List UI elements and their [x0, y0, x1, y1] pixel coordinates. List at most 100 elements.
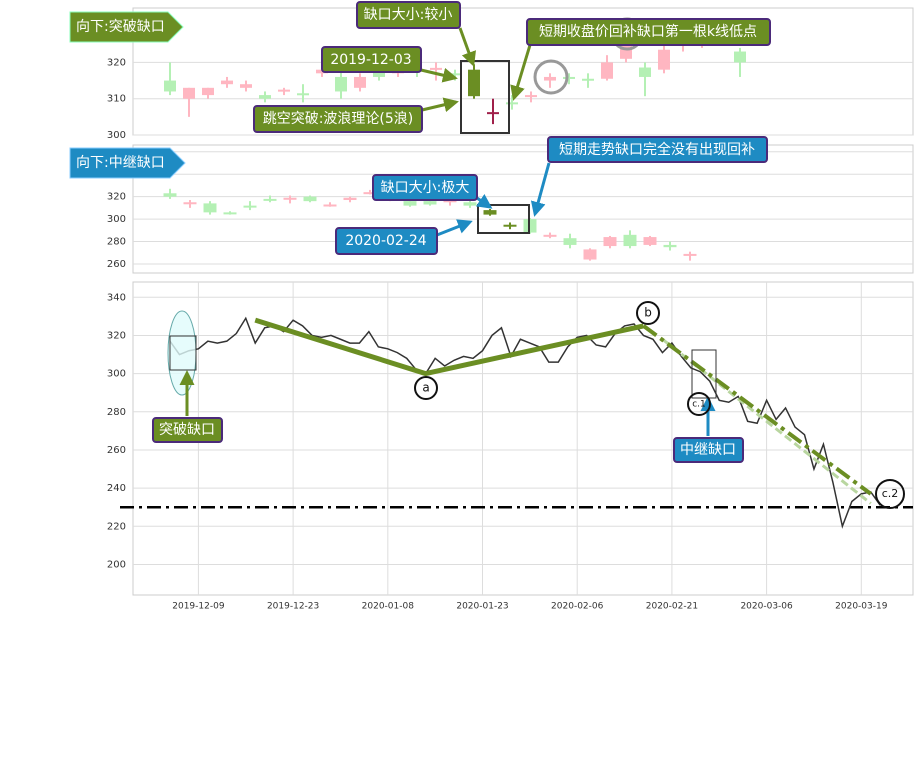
arrow	[458, 27, 476, 67]
x-tick-label: 2020-01-23	[456, 602, 508, 612]
point-circle	[687, 392, 711, 416]
y-tick-label: 200	[107, 559, 126, 570]
y-tick-label: 300	[107, 369, 126, 380]
candle-body	[506, 102, 518, 105]
gap-box	[477, 204, 530, 234]
y-tick-label: 310	[107, 94, 126, 105]
arrow	[420, 67, 458, 83]
annotation: 2020-02-24	[345, 233, 426, 249]
candle-body	[603, 237, 617, 247]
annotation: 短期收盘价回补缺口第一根k线低点	[539, 23, 757, 40]
label-box	[673, 437, 744, 463]
annotation: 中继缺口	[680, 442, 736, 458]
candle-body	[623, 234, 637, 247]
point-circle	[636, 301, 660, 325]
candle-body	[263, 198, 277, 201]
y-tick-label: 340	[107, 292, 126, 303]
label-box	[547, 136, 768, 163]
point-label: a	[422, 381, 429, 395]
x-tick-label: 2020-03-19	[835, 602, 888, 612]
price-line	[169, 316, 881, 529]
candle-body	[430, 67, 442, 70]
point-label: b	[644, 306, 652, 320]
trend-line	[254, 317, 645, 377]
annotation: 缺口大小:极大	[381, 180, 470, 196]
candle-body	[734, 51, 746, 63]
candle-body	[164, 80, 176, 92]
annotation: 2019-12-03	[330, 52, 411, 68]
panel-title: 向下:突破缺口	[76, 19, 165, 35]
candle-body	[487, 112, 499, 115]
x-tick-label: 2020-03-06	[740, 602, 793, 612]
candle-body	[203, 203, 217, 213]
point-label: c.1	[692, 400, 706, 410]
arrow	[436, 219, 473, 237]
candle-body	[183, 202, 197, 205]
x-tick-label: 2020-02-06	[551, 602, 604, 612]
trend-dash	[661, 338, 872, 505]
y-tick-label: 220	[107, 521, 126, 532]
candle-body	[363, 192, 377, 195]
panel-frame	[132, 144, 914, 274]
panel-title: 向下:中继缺口	[76, 155, 165, 171]
annotation: 缺口大小:较小	[364, 7, 453, 23]
candle-body	[240, 84, 252, 88]
candle-body	[335, 76, 347, 92]
y-tick-label: 320	[107, 330, 126, 341]
arrow	[421, 97, 459, 113]
candle-body	[343, 197, 357, 201]
candle-body	[259, 95, 271, 99]
candle-body	[243, 205, 257, 208]
trend-projection	[642, 324, 872, 496]
candle-body	[463, 202, 477, 206]
label-box	[335, 227, 438, 255]
candle-body	[443, 200, 457, 203]
arrow	[530, 162, 551, 217]
candle-body	[601, 62, 613, 79]
label-box	[253, 105, 423, 133]
label-box	[356, 1, 461, 29]
y-tick-label: 260	[107, 259, 126, 270]
y-tick-label: 260	[107, 445, 126, 456]
x-tick-label: 2019-12-09	[172, 602, 225, 612]
point-circle	[414, 376, 438, 400]
x-tick-label: 2020-01-08	[362, 602, 415, 612]
label-box	[526, 18, 771, 46]
annotations: 向下:突破缺口 缺口大小:较小 2019-12-03 短期收盘价回补缺口第一根k…	[69, 1, 905, 509]
candle-body	[278, 89, 290, 92]
y-tick-label: 280	[107, 237, 126, 248]
candle-body	[639, 67, 651, 77]
candle-body	[403, 201, 417, 206]
y-tick-label: 320	[107, 57, 126, 68]
y-tick-label: 240	[107, 483, 126, 494]
label-box	[372, 174, 478, 201]
candle-body	[543, 234, 557, 237]
highlight-ellipse	[167, 310, 197, 396]
circle	[533, 59, 569, 95]
title-arrow	[69, 11, 184, 43]
y-tick-label: 280	[107, 407, 126, 418]
point-circle	[875, 479, 905, 509]
candle-body	[323, 204, 337, 207]
candle-body	[354, 76, 366, 88]
arrow	[475, 194, 493, 209]
candle-body	[283, 197, 297, 200]
candle-body	[468, 69, 480, 97]
candle-body	[663, 244, 677, 248]
y-tick-label: 300	[107, 130, 126, 141]
x-tick-label: 2019-12-23	[267, 602, 319, 612]
candle-body	[483, 210, 497, 215]
candle-body	[563, 238, 577, 245]
candle-body	[643, 237, 657, 245]
candle-body	[449, 73, 461, 76]
label-box	[152, 417, 223, 443]
candle-body	[223, 212, 237, 215]
arrow	[510, 44, 532, 101]
candle-body	[183, 87, 195, 99]
x-tick-label: 2020-02-21	[646, 602, 698, 612]
label-box	[321, 46, 422, 73]
annotation: 跳空突破:波浪理论(5浪)	[263, 111, 414, 127]
candle-body	[658, 49, 670, 70]
candle-body	[297, 93, 309, 96]
